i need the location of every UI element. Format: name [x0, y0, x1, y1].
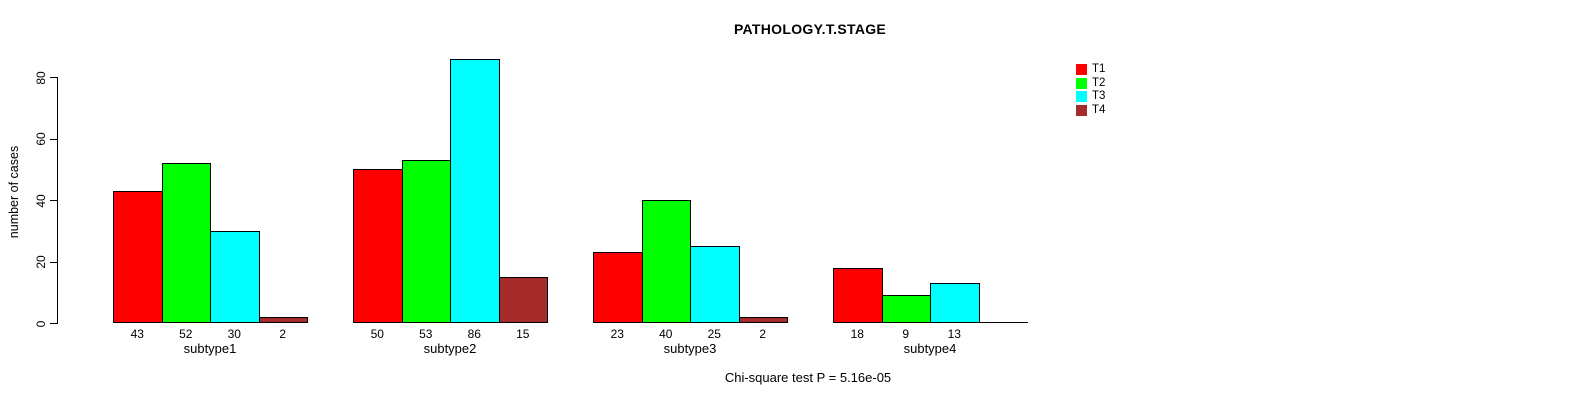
bar-t2-subtype4	[881, 295, 931, 323]
legend-row-t1: T1	[1076, 63, 1106, 75]
bar-value-label: 30	[227, 327, 241, 341]
y-axis-tick	[50, 77, 57, 79]
bar-t3-subtype2	[450, 59, 500, 323]
bar-value-label: 18	[850, 327, 864, 341]
legend-row-t2: T2	[1076, 76, 1106, 89]
bar-t1-subtype3	[593, 252, 643, 323]
legend-row-t3: T3	[1076, 90, 1106, 102]
legend-swatch-t2	[1076, 77, 1087, 89]
y-axis-tick	[50, 200, 57, 202]
category-label-subtype2: subtype2	[423, 341, 477, 356]
y-axis-tick	[50, 138, 57, 140]
bar-t3-subtype1	[210, 231, 260, 323]
chi-square-caption: Chi-square test P = 5.16e-05	[724, 370, 892, 385]
y-tick-label: 0	[34, 320, 48, 327]
bar-value-label: 86	[467, 327, 481, 341]
bar-t4-subtype2	[498, 277, 548, 323]
legend-label: T2	[1092, 76, 1106, 89]
bar-value-label: 25	[707, 327, 721, 341]
bar-t3-subtype3	[690, 246, 740, 323]
category-label-subtype1: subtype1	[183, 341, 237, 356]
bar-t2-subtype3	[641, 200, 691, 323]
bar-value-label: 50	[370, 327, 384, 341]
bar-value-label: 9	[902, 327, 910, 341]
legend-swatch-t1	[1076, 64, 1087, 75]
bar-t1-subtype4	[833, 268, 883, 323]
category-label-subtype3: subtype3	[663, 341, 717, 356]
bar-t4-subtype1	[258, 317, 308, 323]
bar-t2-subtype2	[401, 160, 451, 323]
bar-value-label: 2	[759, 327, 767, 341]
bar-t1-subtype1	[113, 191, 163, 323]
y-axis-label: number of cases	[7, 145, 21, 239]
y-tick-label: 20	[34, 255, 48, 269]
bar-value-label: 2	[279, 327, 287, 341]
legend-label: T4	[1092, 103, 1106, 116]
legend: T1 T2 T3 T4	[1076, 63, 1106, 118]
legend-swatch-t3	[1076, 91, 1087, 102]
bar-value-label: 23	[610, 327, 624, 341]
category-label-subtype4: subtype4	[903, 341, 957, 356]
y-tick-label: 80	[34, 71, 48, 85]
bar-t4-subtype3	[738, 317, 788, 323]
legend-row-t4: T4	[1076, 103, 1106, 116]
legend-label: T1	[1092, 63, 1106, 75]
bar-value-label: 52	[179, 327, 193, 341]
y-tick-label: 60	[34, 132, 48, 146]
bar-value-label: 15	[516, 327, 530, 341]
bar-t1-subtype2	[353, 169, 403, 323]
bar-value-label: 43	[130, 327, 144, 341]
y-axis-tick	[50, 323, 57, 324]
bar-t4-subtype4-zero	[978, 322, 1028, 323]
bar-value-label: 40	[659, 327, 673, 341]
legend-label: T3	[1092, 90, 1106, 102]
bar-t3-subtype4	[930, 283, 980, 323]
bar-value-label: 53	[419, 327, 433, 341]
legend-swatch-t4	[1076, 104, 1087, 116]
y-axis-tick	[50, 261, 57, 263]
bar-value-label: 13	[947, 327, 961, 341]
y-tick-label: 40	[34, 194, 48, 208]
y-axis-line	[57, 77, 58, 324]
bar-t2-subtype1	[161, 163, 211, 323]
chart-title: PATHOLOGY.T.STAGE	[733, 21, 887, 37]
